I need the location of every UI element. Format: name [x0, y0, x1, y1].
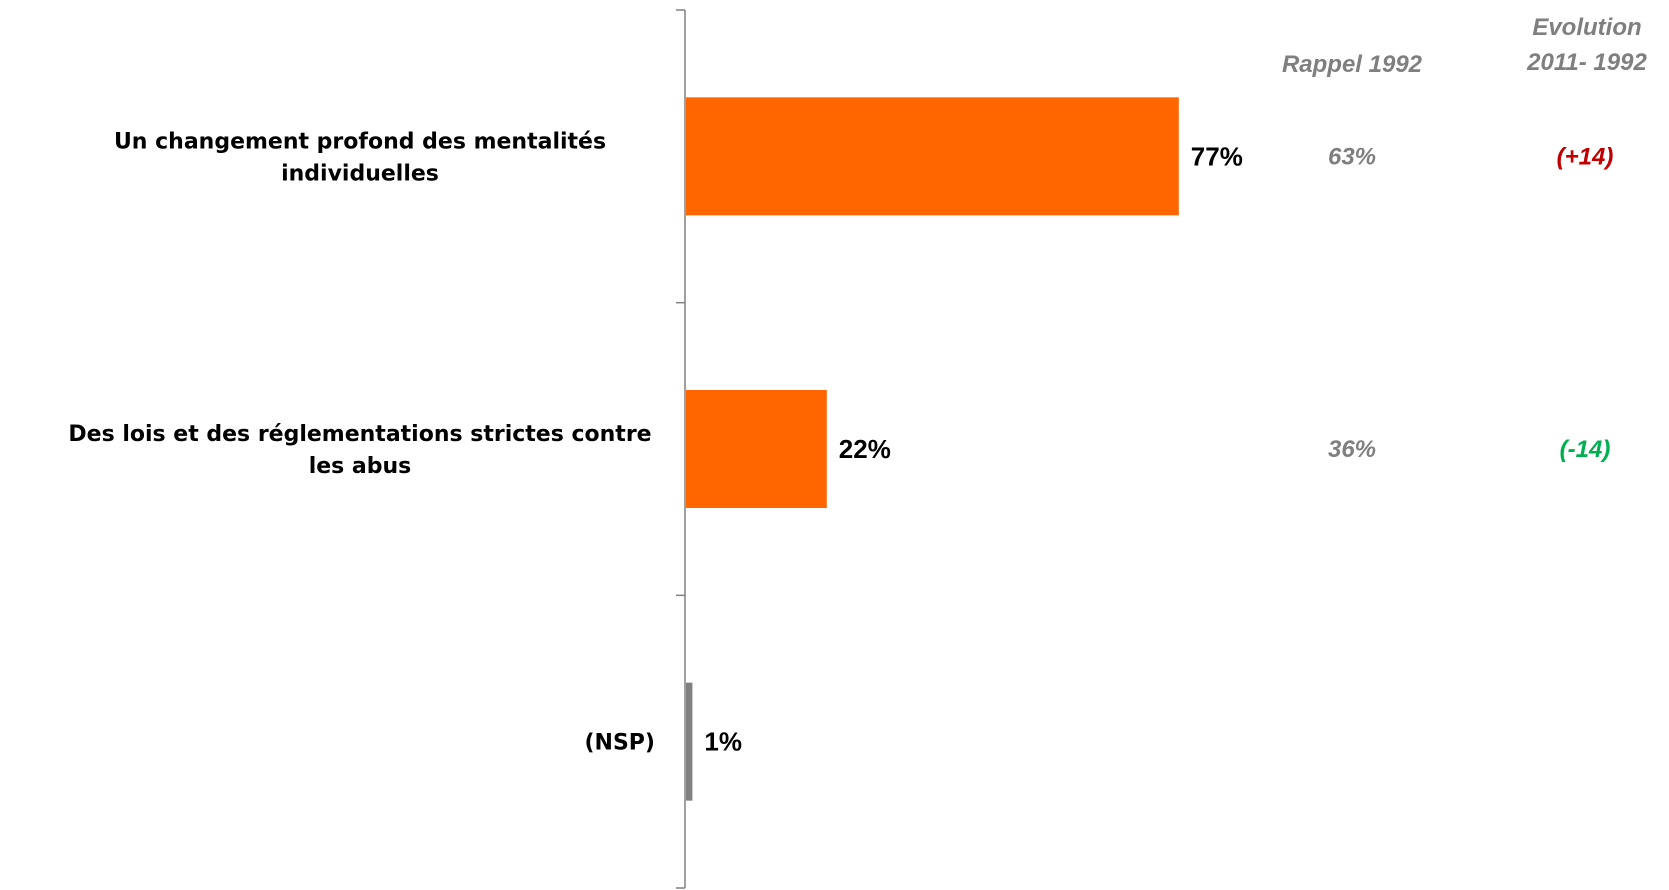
column-headers: Rappel 1992 Evolution 2011- 1992	[1282, 14, 1648, 78]
evolution-column-header-line-2: 2011- 1992	[1526, 49, 1647, 76]
bar-value-label: 1%	[704, 727, 742, 757]
rappel-column-header: Rappel 1992	[1282, 51, 1423, 78]
evolution-value: (-14)	[1560, 436, 1611, 463]
comparison-columns: 63% (+14) 36% (-14)	[1328, 143, 1613, 463]
bar	[686, 682, 693, 801]
bar	[686, 390, 827, 508]
rappel-1992-value: 36%	[1328, 436, 1376, 463]
bar-value-label: 22%	[839, 434, 891, 464]
category-axis	[676, 9, 686, 889]
bar	[686, 97, 1179, 216]
value-labels: 77% 22% 1%	[704, 141, 1242, 756]
category-label: Un changement profond des mentalités indi…	[114, 129, 606, 186]
rappel-1992-value: 63%	[1328, 143, 1376, 170]
bars-layer	[686, 97, 1179, 801]
evolution-column-header-line-1: Evolution	[1532, 14, 1641, 41]
bar-value-label: 77%	[1191, 141, 1243, 171]
category-label: Des lois et des réglementations strictes…	[68, 422, 651, 479]
category-label: (NSP)	[585, 731, 656, 756]
evolution-value: (+14)	[1557, 143, 1614, 170]
category-labels: Un changement profond des mentalités indi…	[68, 129, 655, 755]
